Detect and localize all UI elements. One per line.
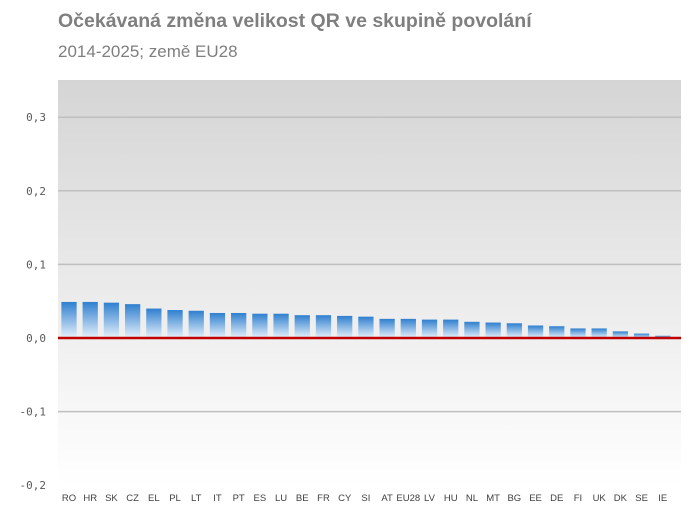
bar-sk xyxy=(103,302,120,338)
x-tick-label: EU28 xyxy=(396,493,420,504)
x-tick-label: LU xyxy=(275,493,287,504)
chart-subtitle: 2014-2025; země EU28 xyxy=(58,42,238,61)
bar-hr xyxy=(82,301,98,338)
y-tick-label: 0,0 xyxy=(26,332,46,345)
y-tick-label: -0,1 xyxy=(20,406,47,419)
bar-nl xyxy=(464,321,480,338)
bar-se xyxy=(633,333,650,338)
bar-pl xyxy=(167,310,183,338)
x-tick-label: MT xyxy=(486,493,500,504)
bar-mt xyxy=(485,322,501,338)
bar-cy xyxy=(337,315,353,338)
x-tick-label: DE xyxy=(550,493,563,504)
plot-area xyxy=(58,80,681,485)
bar-es xyxy=(252,313,268,338)
bar-eu28 xyxy=(400,318,416,338)
x-tick-label: LT xyxy=(191,493,202,504)
x-tick-label: DK xyxy=(614,493,628,504)
bar-si xyxy=(358,316,374,338)
y-tick-label: 0,2 xyxy=(26,185,46,198)
bar-lt xyxy=(188,310,204,338)
bar-bg xyxy=(506,323,522,338)
y-tick-label: -0,2 xyxy=(20,479,47,492)
bar-ee xyxy=(527,325,544,338)
x-tick-label: CY xyxy=(338,493,352,504)
bar-it xyxy=(209,312,226,338)
x-tick-label: SK xyxy=(105,493,118,504)
bar-at xyxy=(379,318,395,338)
y-tick-label: 0,1 xyxy=(26,258,46,271)
x-tick-label: FR xyxy=(317,493,330,504)
bar-de xyxy=(549,326,565,338)
x-tick-label: SE xyxy=(635,493,648,504)
x-tick-label: LV xyxy=(424,493,436,504)
x-tick-label: SI xyxy=(361,493,370,504)
x-tick-label: AT xyxy=(381,493,393,504)
bar-fi xyxy=(570,328,586,338)
x-tick-label: EL xyxy=(148,493,160,504)
x-tick-label: PT xyxy=(233,493,245,504)
bar-pt xyxy=(231,312,247,338)
x-tick-label: UK xyxy=(593,493,607,504)
bar-el xyxy=(146,308,162,338)
x-tick-label: BG xyxy=(507,493,521,504)
x-tick-label: CZ xyxy=(126,493,139,504)
bar-hu xyxy=(443,319,459,338)
x-tick-label: NL xyxy=(466,493,478,504)
bar-uk xyxy=(591,328,607,338)
y-tick-label: 0,3 xyxy=(26,111,46,124)
bar-lu xyxy=(273,313,289,338)
x-tick-label: BE xyxy=(296,493,309,504)
x-tick-label: HR xyxy=(83,493,97,504)
x-tick-label: ES xyxy=(254,493,267,504)
bar-be xyxy=(294,315,310,338)
chart-title: Očekávaná změna velikost QR ve skupině p… xyxy=(58,10,532,32)
bar-fr xyxy=(315,315,332,338)
bar-lv xyxy=(421,319,438,338)
x-tick-label: RO xyxy=(62,493,76,504)
bar-dk xyxy=(612,331,629,338)
x-tick-label: EE xyxy=(529,493,542,504)
x-tick-label: PL xyxy=(169,493,181,504)
x-tick-label: FI xyxy=(574,493,582,504)
x-tick-label: IT xyxy=(213,493,222,504)
bar-cz xyxy=(124,304,141,338)
x-tick-label: HU xyxy=(444,493,458,504)
bar-ro xyxy=(61,301,77,338)
x-tick-label: IE xyxy=(658,493,667,504)
